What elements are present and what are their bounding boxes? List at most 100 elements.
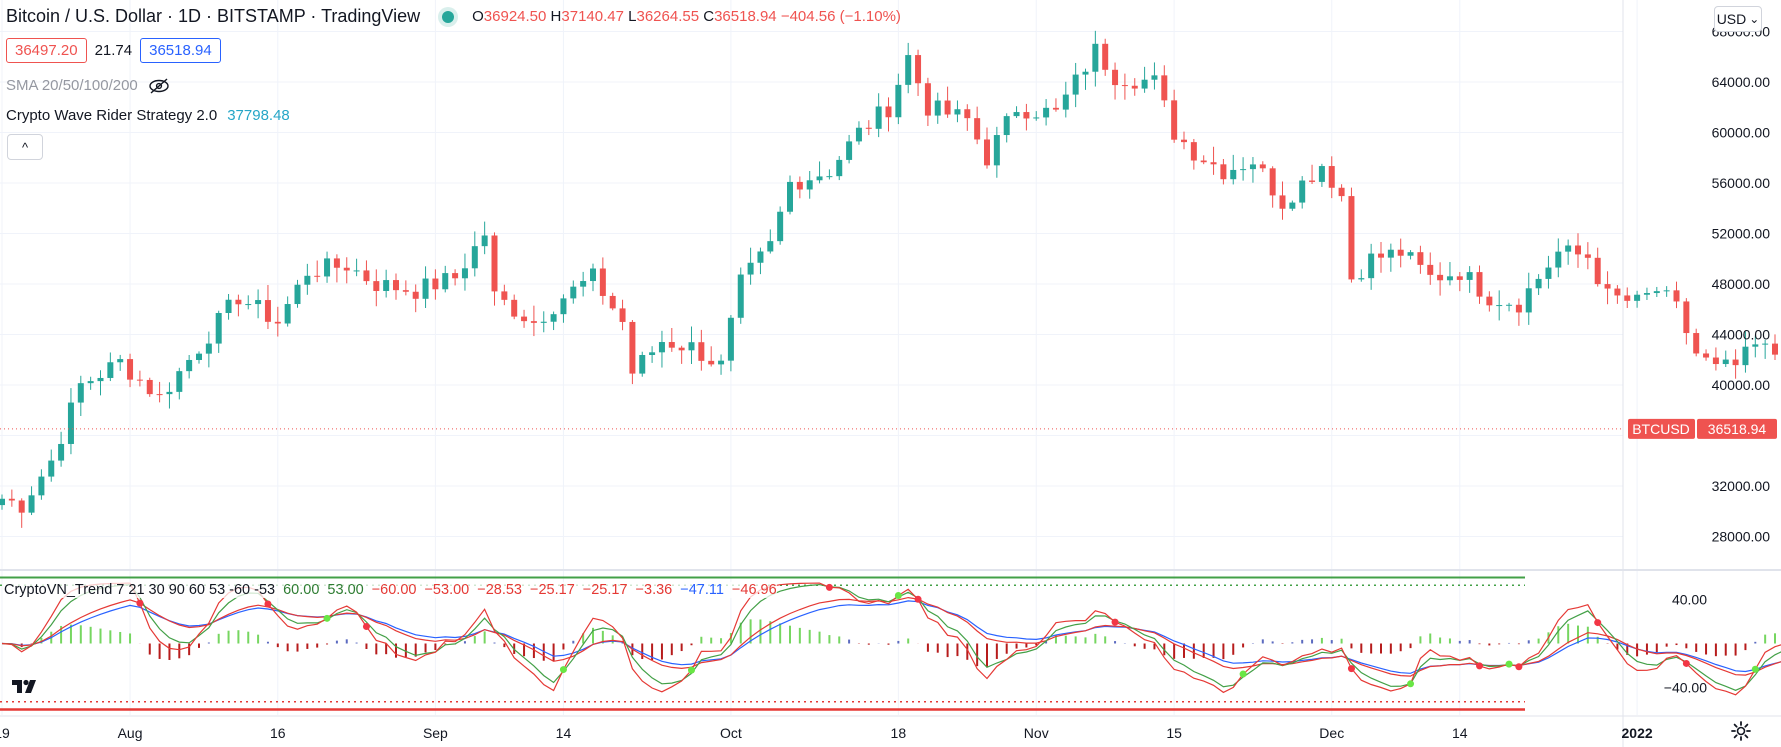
candle-body [87,381,94,384]
candle-body [373,281,380,291]
candle-body [590,268,596,282]
candle-body [619,308,626,322]
indicator-value: −53.00 [424,582,470,598]
candle-body [540,321,547,323]
candle-body [97,377,104,382]
candle-body [855,127,862,142]
spread-value: 21.74 [94,42,133,59]
candle-body [1072,74,1079,95]
candle-body [205,343,212,354]
cross-signal-dot [1751,665,1759,673]
candle-body [393,280,399,291]
candle-body [1131,85,1138,89]
candle-body [737,274,744,318]
candle-body [235,299,242,305]
candle-body [688,342,695,351]
candle-body [176,371,183,392]
candle-body [1338,187,1345,197]
symbol-label: BTCUSD [1632,421,1690,437]
candle-body [1594,257,1601,285]
indicator-value: −25.17 [582,582,628,598]
candle-body [1496,305,1503,307]
low-value: 36264.55 [636,8,700,25]
high-label: H [550,8,562,25]
tradingview-logo[interactable] [8,673,44,699]
candle-body [658,342,665,353]
chart-settings-button[interactable] [1730,720,1752,742]
candle-body [865,127,872,129]
candle-body [1013,112,1020,117]
candle-body [333,258,340,268]
candle-body [944,100,951,115]
candle-body [117,359,124,363]
price-candles [0,30,1778,528]
currency-selector[interactable]: USD ⌄ [1714,6,1762,32]
candle-body [1722,359,1729,365]
candle-body [471,246,478,269]
cross-signal-dot [1347,665,1355,673]
candle-body [255,300,262,305]
candle-body [1052,107,1059,110]
candle-body [1742,346,1749,366]
candle-body [324,258,331,277]
candle-body [304,275,311,285]
candle-body [649,352,656,356]
candle-body [984,139,990,166]
cross-signal-dot [1239,670,1247,678]
candle-body [1220,164,1227,180]
candle-body [1121,85,1128,87]
x-tick-label: Oct [720,725,742,741]
hidden-eye-icon[interactable] [148,77,170,94]
candle-body [8,498,15,501]
candle-body [787,181,793,212]
candle-body [1643,293,1650,295]
indicator-legend[interactable]: CryptoVN_Trend 7 21 30 90 60 53 -60 -53 … [4,582,777,598]
candle-body [905,55,912,85]
sma-legend[interactable]: SMA 20/50/100/200 [6,77,170,94]
candle-body [127,359,134,380]
candle-body [1565,245,1572,252]
symbol-legend: Bitcoin / U.S. Dollar · 1D · BITSTAMP · … [6,6,901,27]
indicator-value: −46.96 [731,582,777,598]
candle-body [1545,267,1552,279]
sell-price-button[interactable]: 36497.20 [6,38,87,63]
gear-icon [1731,721,1751,741]
indicator-value: −25.17 [530,582,575,598]
candle-body [1762,343,1769,345]
candle-body [777,211,784,242]
candle-body [757,251,764,263]
collapse-legend-button[interactable]: ^ [7,134,43,160]
strategy-legend[interactable]: Crypto Wave Rider Strategy 2.0 37798.48 [6,107,290,124]
candle-body [974,118,981,140]
candle-body [48,460,55,477]
y-tick-label: 52000.00 [1712,226,1771,242]
candle-body [816,176,823,181]
candle-body [1299,180,1306,203]
candle-body [836,159,843,177]
candle-body [1368,253,1375,279]
candle-body [846,141,853,160]
candle-body [1023,112,1030,119]
candle-body [1397,249,1404,256]
candle-body [422,278,429,299]
x-tick-label: 14 [556,725,572,741]
candle-body [363,270,370,282]
last-price-tag [1697,418,1777,439]
candle-body [1653,291,1660,294]
candle-body [412,291,419,299]
candle-body [796,181,803,190]
cross-signal-dot [1476,662,1483,670]
close-label: C [703,8,715,25]
candle-body [314,275,321,277]
change-value: −404.56 (−1.10%) [780,8,901,25]
market-status-icon[interactable] [442,10,455,23]
candle-body [639,355,646,374]
candle-body [895,84,902,118]
candle-body [1210,162,1217,165]
indicator-value: −3.36 [635,582,673,598]
slow-line-blue [1,600,1781,674]
buy-price-button[interactable]: 36518.94 [140,38,221,63]
candle-body [511,299,518,317]
cross-signal-dot [323,614,331,622]
